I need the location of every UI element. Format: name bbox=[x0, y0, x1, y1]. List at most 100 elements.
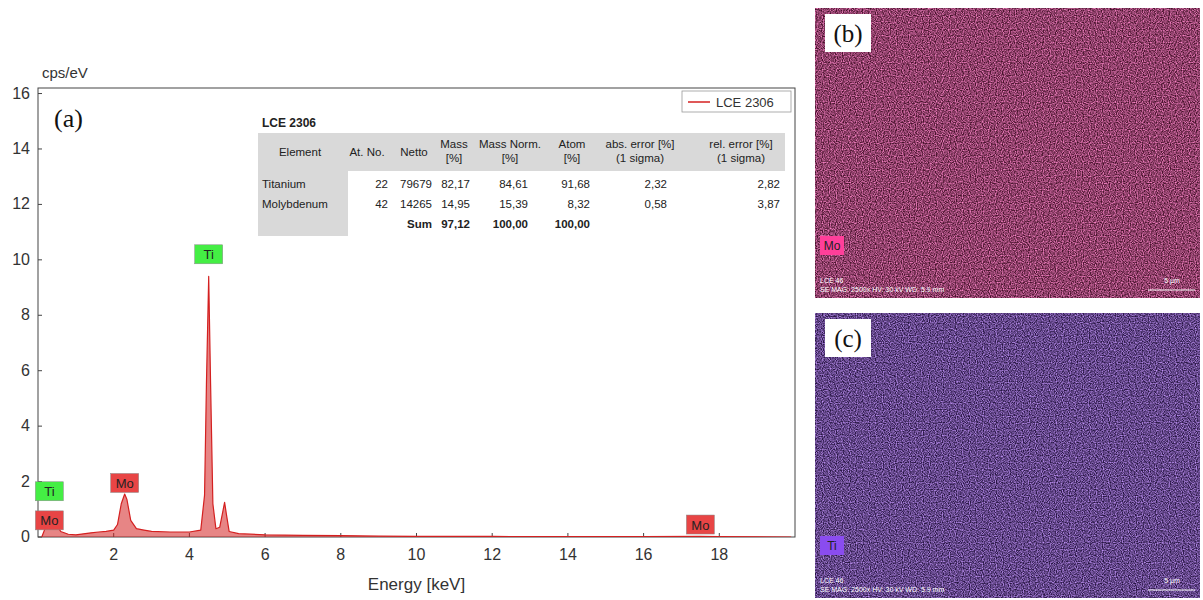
panel-label: (a) bbox=[54, 104, 83, 133]
table-header: abs. error [%] (1 sigma) bbox=[605, 138, 674, 164]
map-noise bbox=[815, 313, 1200, 598]
table-header: Mass Norm.[%] bbox=[479, 138, 541, 164]
element-label: Ti bbox=[204, 247, 214, 262]
table-header: rel. error [%] (1 sigma) bbox=[709, 138, 772, 164]
table-header: At. No. bbox=[349, 146, 384, 158]
element-label: Mo bbox=[40, 513, 58, 528]
table-cell: 15,39 bbox=[499, 198, 528, 210]
x-tick-label: 8 bbox=[336, 546, 345, 563]
element-label-box bbox=[35, 482, 63, 501]
table-cell: 2,82 bbox=[758, 178, 780, 190]
table-cell: 14265 bbox=[400, 198, 432, 210]
panel-label-bg bbox=[825, 14, 871, 52]
x-tick-label: 10 bbox=[408, 546, 426, 563]
table-sum-cell: 100,00 bbox=[555, 218, 590, 230]
element-label-box bbox=[111, 473, 139, 492]
table-cell: 82,17 bbox=[441, 178, 470, 190]
element-tag-box bbox=[820, 536, 844, 555]
table-cell: 79679 bbox=[400, 178, 432, 190]
table-header: Mass [%] bbox=[440, 138, 468, 164]
y-tick-label: 0 bbox=[21, 528, 30, 545]
x-tick-label: 18 bbox=[710, 546, 728, 563]
table-sum-cell: 97,12 bbox=[441, 218, 470, 230]
table-cell: Titanium bbox=[262, 178, 306, 190]
map-background bbox=[815, 313, 1200, 598]
x-tick-label: 6 bbox=[261, 546, 270, 563]
y-tick bbox=[38, 148, 42, 149]
x-tick-label: 4 bbox=[185, 546, 194, 563]
map-footer: LCE 46 bbox=[820, 577, 843, 584]
y-tick-label: 2 bbox=[21, 473, 30, 490]
map-noise bbox=[815, 8, 1200, 298]
table-sum-label: Sum bbox=[407, 218, 432, 230]
legend-swatch bbox=[688, 101, 710, 103]
spectrum-line bbox=[42, 276, 791, 537]
y-tick-label: 6 bbox=[21, 362, 30, 379]
table-sum-cell: 100,00 bbox=[493, 218, 528, 230]
table-cell: 22 bbox=[375, 178, 388, 190]
element-label: Mo bbox=[691, 518, 709, 533]
plot-frame bbox=[38, 88, 795, 537]
scale-bar-label: 5 µm bbox=[1164, 277, 1180, 285]
table-header-line: Atom bbox=[559, 138, 586, 150]
legend-label: LCE 2306 bbox=[716, 95, 774, 110]
x-axis-title: Energy [keV] bbox=[368, 575, 465, 594]
table-header-line: (1 sigma) bbox=[616, 152, 664, 164]
map-footer: LCE 46 bbox=[820, 277, 843, 284]
y-tick-label: 8 bbox=[21, 306, 30, 323]
result-table: LCE 2306ElementAt. No.NettoMass[%]Mass N… bbox=[258, 116, 785, 236]
map-footer: SE MAG: 2500x HV: 30 kV WD: 5.9 mm bbox=[820, 286, 944, 293]
element-label: Ti bbox=[44, 484, 54, 499]
element-tag-box bbox=[820, 236, 844, 255]
map-background bbox=[815, 8, 1200, 298]
table-cell: 42 bbox=[375, 198, 388, 210]
table-header-line: (1 sigma) bbox=[717, 152, 765, 164]
scale-bar-label: 5 µm bbox=[1164, 577, 1180, 585]
y-axis-title: cps/eV bbox=[42, 64, 88, 81]
table-header-line: rel. error [%] bbox=[709, 138, 772, 150]
y-tick bbox=[38, 315, 42, 316]
series-group bbox=[42, 276, 791, 537]
map-footer: SE MAG: 2500x HV: 30 kV WD: 5.9 mm bbox=[820, 586, 944, 593]
table-header: Element bbox=[279, 146, 322, 158]
legend-box bbox=[682, 91, 791, 112]
table-header-line: [%] bbox=[564, 152, 581, 164]
table-header: Netto bbox=[400, 146, 428, 158]
element-label-box bbox=[195, 245, 223, 264]
x-tick-label: 12 bbox=[483, 546, 501, 563]
table-col-bg bbox=[258, 171, 348, 236]
panel-label-bg bbox=[825, 319, 871, 357]
figure: 024681012141624681012141618cps/eVEnergy … bbox=[0, 0, 1203, 600]
y-tick bbox=[38, 426, 42, 427]
table-header-line: [%] bbox=[446, 152, 463, 164]
y-tick-label: 14 bbox=[12, 140, 30, 157]
table-cell: 2,32 bbox=[645, 178, 667, 190]
table-header-line: abs. error [%] bbox=[605, 138, 674, 150]
table-cell: 84,61 bbox=[499, 178, 528, 190]
table-header-bg bbox=[258, 133, 785, 171]
element-label-box bbox=[686, 515, 714, 534]
table-header: Atom [%] bbox=[559, 138, 586, 164]
x-tick-label: 2 bbox=[109, 546, 118, 563]
y-tick-label: 10 bbox=[12, 251, 30, 268]
table-header-line: Mass bbox=[440, 138, 468, 150]
y-tick-label: 12 bbox=[12, 195, 30, 212]
table-cell: 14,95 bbox=[441, 198, 470, 210]
y-tick-label: 4 bbox=[21, 417, 30, 434]
table-cell: 3,87 bbox=[758, 198, 780, 210]
table-cell: Molybdenum bbox=[262, 198, 328, 210]
y-tick bbox=[38, 259, 42, 260]
y-tick bbox=[38, 93, 42, 94]
y-tick-label: 16 bbox=[12, 85, 30, 102]
table-header-line: Mass Norm. bbox=[479, 138, 541, 150]
table-cell: 91,68 bbox=[561, 178, 590, 190]
legend: LCE 2306 bbox=[682, 91, 791, 112]
y-tick bbox=[38, 370, 42, 371]
x-tick-label: 14 bbox=[559, 546, 577, 563]
element-tag: Ti bbox=[827, 539, 837, 553]
panel-label: (b) bbox=[833, 20, 862, 48]
y-tick bbox=[38, 204, 42, 205]
scale-bar bbox=[1148, 290, 1195, 291]
element-map: (b)MoLCE 46SE MAG: 2500x HV: 30 kV WD: 5… bbox=[815, 8, 1200, 298]
element-label-box bbox=[35, 511, 63, 530]
